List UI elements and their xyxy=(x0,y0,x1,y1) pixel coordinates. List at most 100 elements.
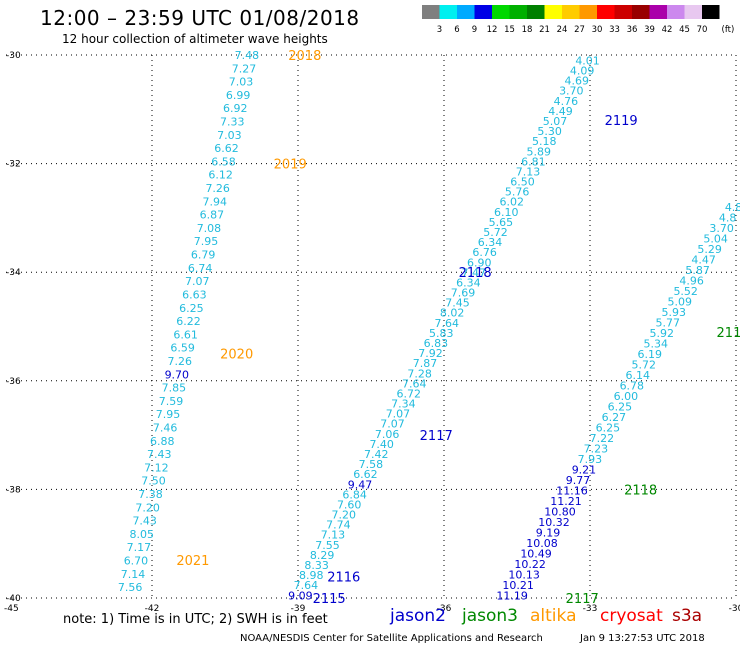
wave-height-value: 7.23 xyxy=(584,442,609,455)
lat-tick-label: -30 xyxy=(6,51,21,61)
satellite-legend-altika: altika xyxy=(530,606,577,626)
wave-height-value: 5.77 xyxy=(655,316,680,329)
wave-height-value: 10.21 xyxy=(502,579,534,592)
color-swatch xyxy=(667,5,685,19)
wave-height-value: 7.07 xyxy=(185,275,210,288)
wave-height-value: 7.33 xyxy=(220,116,245,129)
wave-height-value: 7.58 xyxy=(359,458,384,471)
wave-height-value: 7.08 xyxy=(197,222,222,235)
wave-height-value: 6.70 xyxy=(124,555,149,568)
color-swatch xyxy=(632,5,650,19)
color-swatch xyxy=(597,5,615,19)
wave-height-value: 6.99 xyxy=(226,89,251,102)
colorbar-tick-label: 3 xyxy=(437,25,442,35)
wave-height-value: 6.00 xyxy=(614,390,639,403)
wave-height-value: 4.49 xyxy=(548,105,573,118)
wave-height-value: 7.45 xyxy=(445,297,470,310)
wave-height-value: 6.59 xyxy=(170,342,195,355)
lon-tick-label: -36 xyxy=(437,604,452,614)
legend-note: note: 1) Time is in UTC; 2) SWH is in fe… xyxy=(63,612,328,627)
wave-height-value: 7.34 xyxy=(391,398,416,411)
wave-height-value: 6.84 xyxy=(342,488,367,501)
wave-height-value: 7.50 xyxy=(141,475,166,488)
wave-height-value: 4.09 xyxy=(570,65,595,78)
wave-height-value: 6.62 xyxy=(214,142,239,155)
wave-height-value: 11.19 xyxy=(496,589,528,602)
pass-time-label: 2119 xyxy=(717,326,740,341)
wave-height-value: 7.47 xyxy=(462,266,487,279)
colorbar-tick-label: 18 xyxy=(522,25,533,35)
wave-height-value: 6.74 xyxy=(188,262,213,275)
wave-height-value: 7.06 xyxy=(375,428,400,441)
wave-height-value: 7.92 xyxy=(418,347,443,360)
pass-time-label: 2018 xyxy=(288,49,321,64)
wave-height-value: 9.09 xyxy=(288,589,313,602)
lat-tick-label: -40 xyxy=(6,594,21,604)
wave-height-value: 5.72 xyxy=(632,358,657,371)
wave-height-value: 6.61 xyxy=(173,328,198,341)
pass-time-label: 2115 xyxy=(313,592,346,607)
color-swatch xyxy=(702,5,720,19)
wave-height-value: 6.90 xyxy=(467,256,492,269)
pass-time-label: 2020 xyxy=(220,348,253,363)
colorbar-tick-label: 21 xyxy=(539,25,550,35)
wave-height-value: 5.30 xyxy=(537,125,562,138)
color-swatch xyxy=(684,5,702,19)
wave-height-value: 6.63 xyxy=(182,288,207,301)
wave-height-value: 10.08 xyxy=(526,537,558,550)
wave-height-value: 7.26 xyxy=(167,355,192,368)
color-swatch xyxy=(457,5,475,19)
corner-tick-label: -45 xyxy=(4,604,19,614)
color-swatch xyxy=(509,5,527,19)
wave-height-value: 5.07 xyxy=(543,115,568,128)
wave-height-value: 5.34 xyxy=(644,337,669,350)
wave-height-value: 7.87 xyxy=(413,357,438,370)
page-title: 12:00 – 23:59 UTC 01/08/2018 xyxy=(40,6,360,30)
wave-height-value: 7.93 xyxy=(578,453,603,466)
wave-height-value: 6.62 xyxy=(353,468,378,481)
wave-height-value: 3.70 xyxy=(709,222,734,235)
wave-height-value: 4.8 xyxy=(725,201,740,214)
wave-height-value: 6.19 xyxy=(638,348,663,361)
color-swatch xyxy=(562,5,580,19)
wave-height-value: 7.94 xyxy=(203,195,228,208)
wave-height-value: 10.13 xyxy=(508,568,540,581)
pass-time-label: 2119 xyxy=(605,114,638,129)
colorbar-tick-label: 70 xyxy=(697,25,708,35)
wave-height-value: 7.03 xyxy=(217,129,242,142)
colorbar-tick-label: 6 xyxy=(454,25,459,35)
wave-height-value: 4.01 xyxy=(575,54,600,67)
wave-height-value: 6.72 xyxy=(397,387,422,400)
wave-height-value: 6.12 xyxy=(208,169,233,182)
pass-time-label: 2117 xyxy=(566,592,599,607)
color-swatch xyxy=(579,5,597,19)
wave-height-value: 9.77 xyxy=(566,474,591,487)
wave-height-value: 4.8 xyxy=(719,212,737,225)
wave-height-value: 5.29 xyxy=(697,243,722,256)
wave-height-value: 7.55 xyxy=(315,539,340,552)
wave-height-value: 10.49 xyxy=(520,547,552,560)
wave-height-value: 7.13 xyxy=(516,165,541,178)
pass-time-label: 2117 xyxy=(420,429,453,444)
wave-height-value: 7.12 xyxy=(144,461,169,474)
wave-height-value: 7.60 xyxy=(337,498,362,511)
wave-height-value: 7.26 xyxy=(205,182,230,195)
wave-height-value: 6.58 xyxy=(211,155,236,168)
wave-height-value: 5.52 xyxy=(673,285,698,298)
wave-height-value: 5.18 xyxy=(532,135,557,148)
footer-timestamp: Jan 9 13:27:53 UTC 2018 xyxy=(580,633,705,644)
lat-tick-label: -32 xyxy=(6,160,21,170)
colorbar-tick-label: 39 xyxy=(644,25,655,35)
wave-height-value: 6.88 xyxy=(150,435,175,448)
color-swatch xyxy=(544,5,562,19)
wave-height-value: 5.87 xyxy=(685,264,710,277)
wave-height-value: 8.33 xyxy=(304,559,329,572)
colorbar-tick-label: 33 xyxy=(609,25,620,35)
wave-height-value: 7.20 xyxy=(135,501,160,514)
page-subtitle: 12 hour collection of altimeter wave hei… xyxy=(62,32,328,46)
lon-tick-label: -30 xyxy=(729,604,740,614)
color-scale-bar: 3 6 9 12 15 18 21 24 27 30 33 36 39 42 45 70 (ft) xyxy=(422,5,734,35)
wave-height-value: 7.28 xyxy=(407,367,432,380)
wave-height-value: 9.70 xyxy=(165,368,190,381)
wave-height-value: 6.76 xyxy=(472,246,497,259)
